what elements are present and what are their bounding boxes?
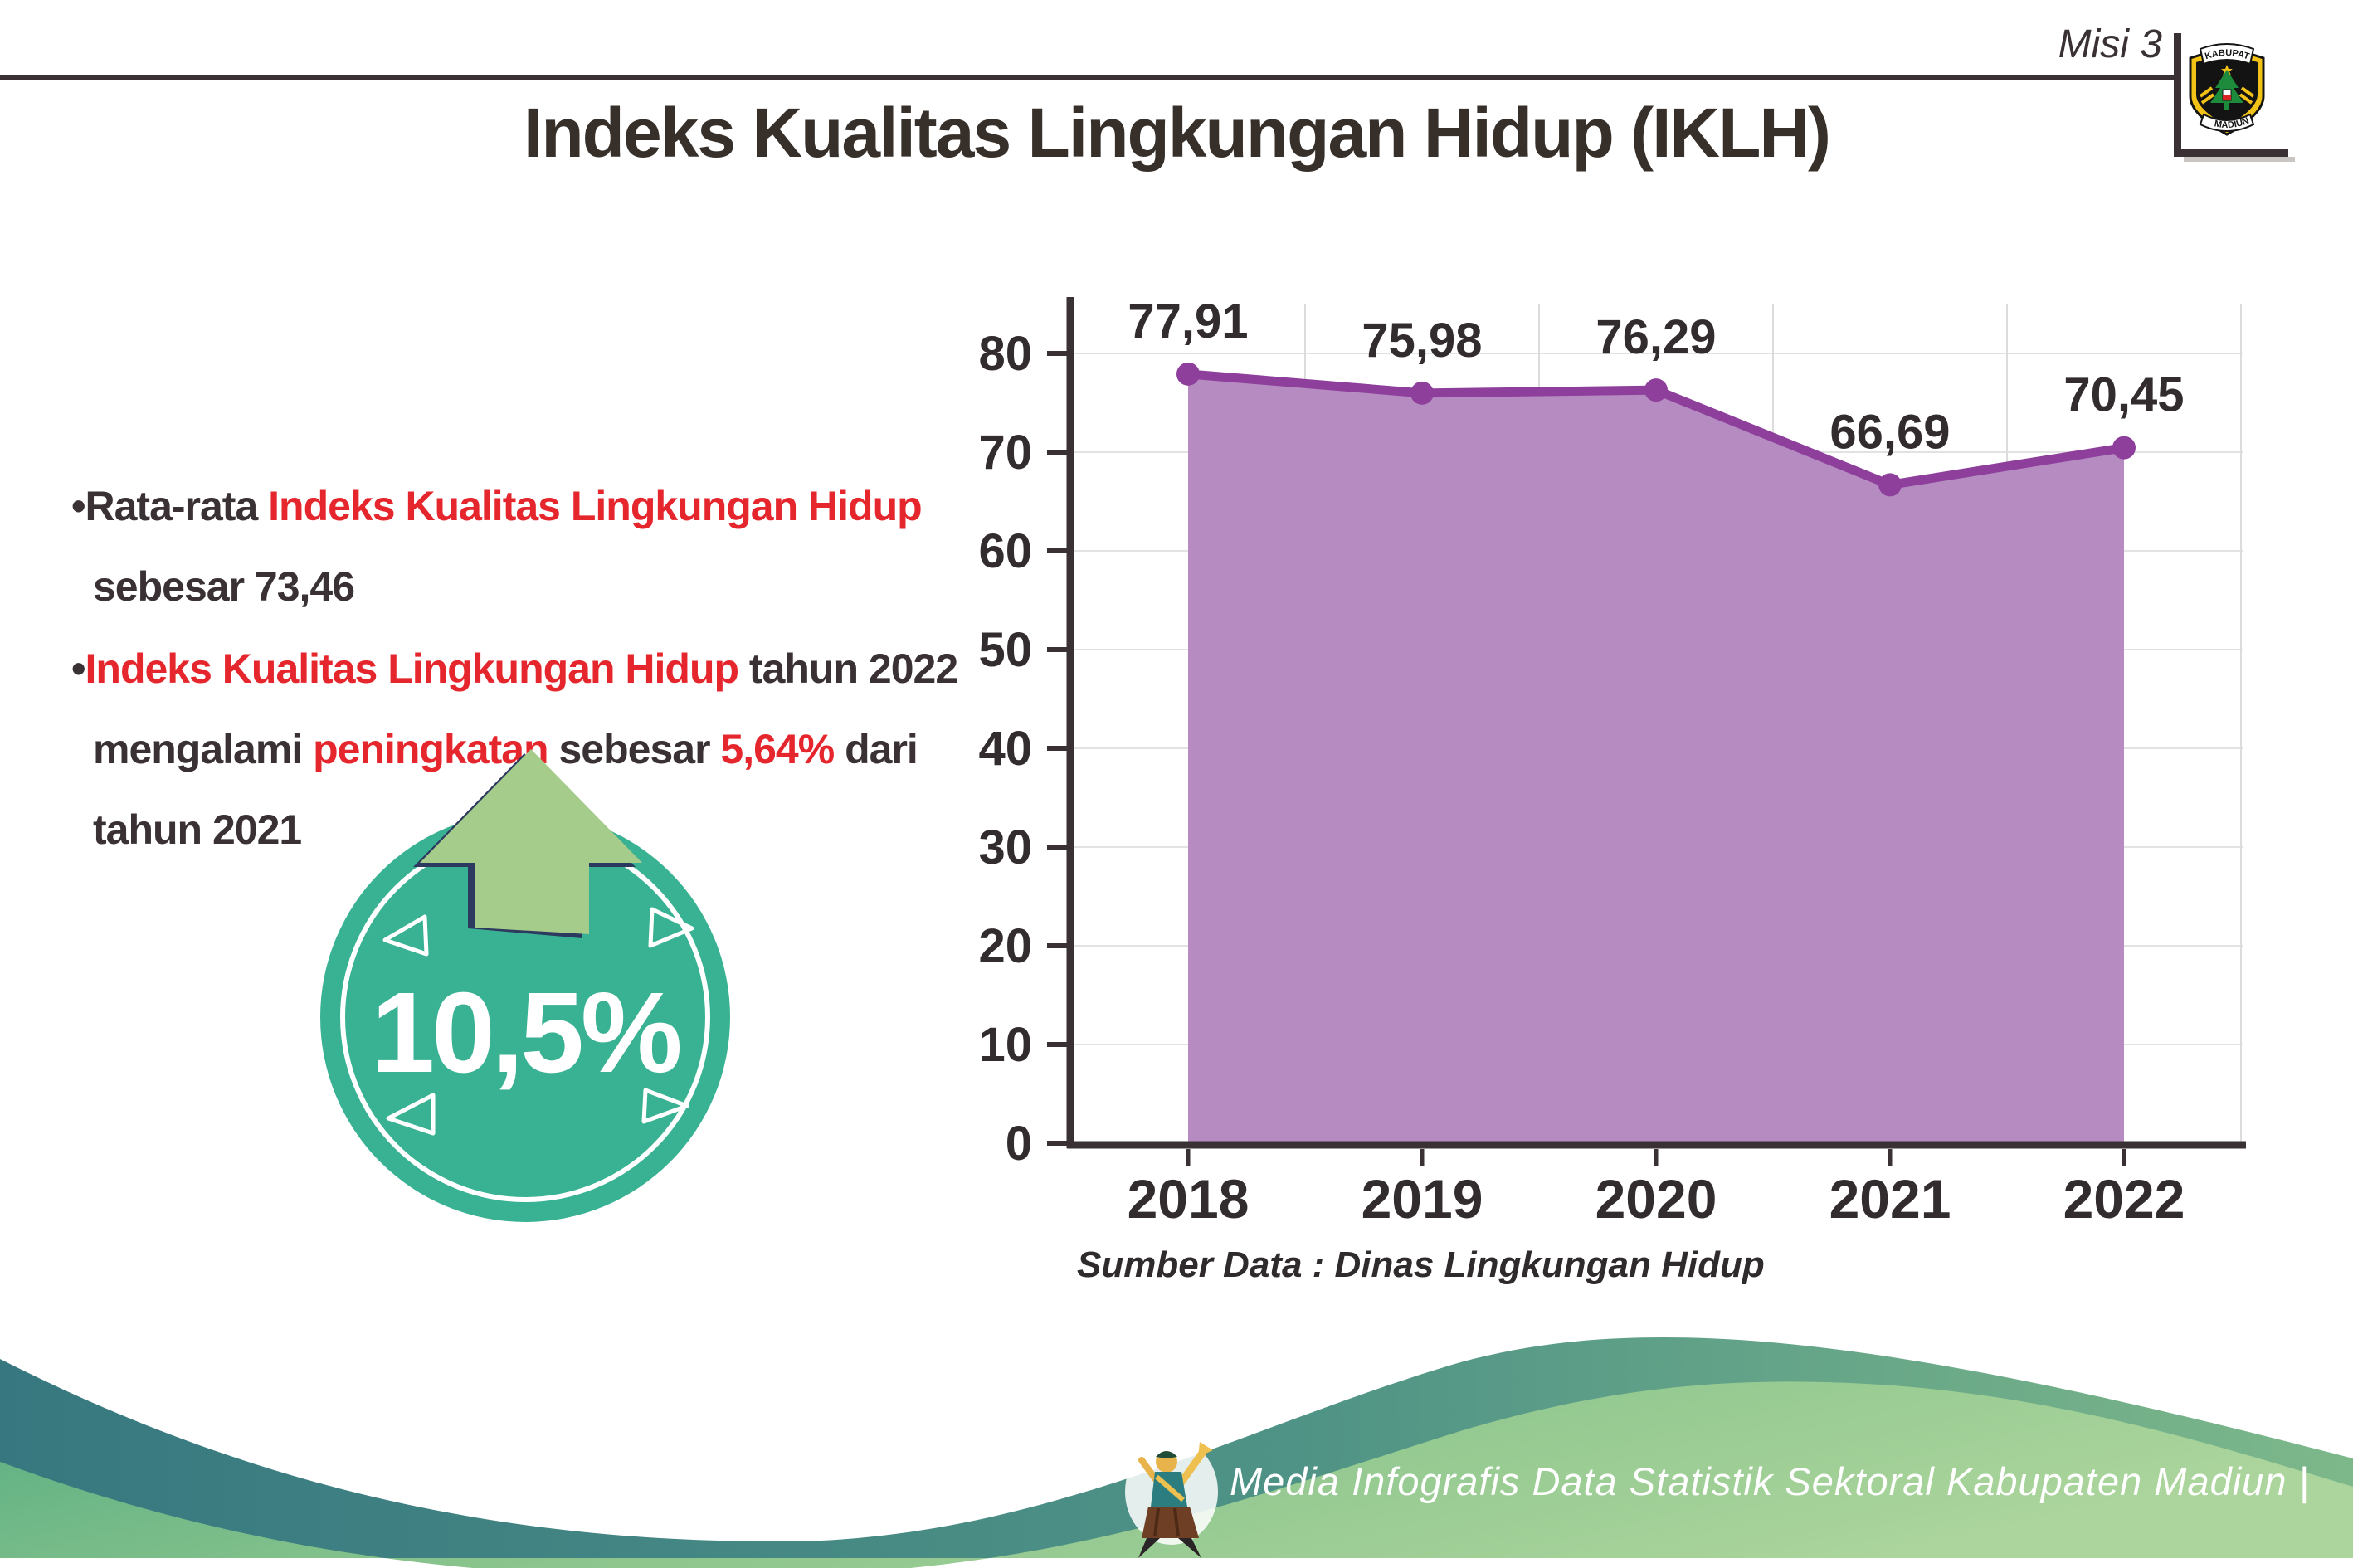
y-tick-label: 10 (978, 1018, 1032, 1072)
logo-frame-vertical (2174, 33, 2181, 156)
x-tick-label: 2022 (2063, 1168, 2185, 1230)
text-segment: dari tahun 2021 (93, 726, 918, 853)
logo-center-shield-red (2223, 95, 2231, 100)
text-segment: • (71, 483, 85, 529)
data-point (1644, 378, 1668, 402)
mascot-icon (1125, 1439, 1218, 1558)
data-point (1176, 362, 1200, 386)
text-segment: • (71, 645, 85, 692)
header-rule (0, 75, 2175, 80)
chart-series (1176, 362, 2136, 1143)
key-findings: •Rata-rata Indeks Kualitas Lingkungan Hi… (71, 466, 1005, 872)
data-point (1878, 473, 1902, 497)
data-point (2112, 436, 2136, 460)
footer-credit: Media Infografis Data Statistik Sektoral… (1230, 1459, 2310, 1503)
sparkle-triangle-icon (641, 1088, 689, 1124)
badge-sparkle-triangles (382, 907, 694, 1136)
text-segment: Indeks Kualitas Lingkungan Hidup (268, 483, 923, 529)
text-segment: sebesar 73,46 (93, 563, 355, 610)
logo-wings-icon (2199, 86, 2255, 105)
data-point (1410, 381, 1434, 405)
logo-bottom-ribbon (2199, 113, 2255, 132)
misi-label: Misi 3 (2058, 22, 2162, 66)
data-label: 66,69 (1829, 405, 1950, 459)
x-tick-label: 2018 (1128, 1168, 1250, 1230)
page-title: Indeks Kualitas Lingkungan Hidup (IKLH) (523, 94, 1831, 172)
kabupaten-madiun-logo: KABUPATEN MADIUN (2184, 41, 2265, 136)
x-tick-label: 2020 (1595, 1168, 1717, 1230)
area-fill (1188, 373, 2124, 1143)
y-tick-label: 40 (978, 722, 1032, 776)
sparkle-triangle-icon (386, 1093, 436, 1136)
text-segment: tahun 2022 mengalami (93, 645, 958, 772)
chart-labels: 0 10 20 30 40 50 60 70 80 2018 2019 2020 2021 2022 77,… (978, 295, 2185, 1230)
badge-circle (320, 812, 730, 1222)
bullet-increase-iklh: •Indeks Kualitas Lingkungan Hidup tahun … (71, 629, 1005, 870)
y-tick-label: 60 (978, 524, 1032, 578)
y-tick-label: 80 (978, 327, 1032, 381)
footer-wave (0, 1337, 2353, 1568)
up-arrow-icon (420, 749, 642, 934)
text-segment: Rata-rata (85, 483, 269, 529)
text-segment: peningkatan (313, 726, 548, 772)
badge-value: 10,5% (371, 969, 680, 1097)
data-label: 76,29 (1595, 310, 1716, 364)
bullet-average-iklh: •Rata-rata Indeks Kualitas Lingkungan Hi… (71, 466, 1005, 627)
logo-frame-horizontal (2174, 149, 2288, 157)
text-segment: 5,64% (720, 726, 835, 772)
text-segment: sebesar (548, 726, 721, 772)
data-label: 77,91 (1128, 295, 1248, 348)
logo-frame-shadow (2184, 157, 2295, 162)
text-segment: Indeks Kualitas Lingkungan Hidup (85, 645, 740, 692)
y-tick-label: 20 (978, 919, 1032, 973)
chart-axes (1047, 297, 2246, 1166)
y-tick-label: 70 (978, 426, 1032, 480)
logo-top-ribbon (2199, 43, 2255, 66)
y-tick-label: 50 (978, 623, 1032, 677)
x-tick-label: 2021 (1829, 1168, 1951, 1230)
sparkle-triangle-icon (382, 914, 429, 957)
data-label: 75,98 (1362, 314, 1482, 368)
x-tick-label: 2019 (1362, 1168, 1483, 1230)
source-note: Sumber Data : Dinas Lingkungan Hidup (1077, 1244, 1765, 1285)
data-label: 70,45 (2063, 368, 2184, 422)
y-tick-label: 30 (978, 821, 1032, 874)
footer-green-hill (0, 1381, 2353, 1568)
logo-tree-trunk (2224, 103, 2229, 110)
logo-tree-icon (2210, 70, 2243, 103)
y-tick-label: 0 (1006, 1117, 1032, 1171)
sparkle-triangle-icon (648, 907, 694, 948)
